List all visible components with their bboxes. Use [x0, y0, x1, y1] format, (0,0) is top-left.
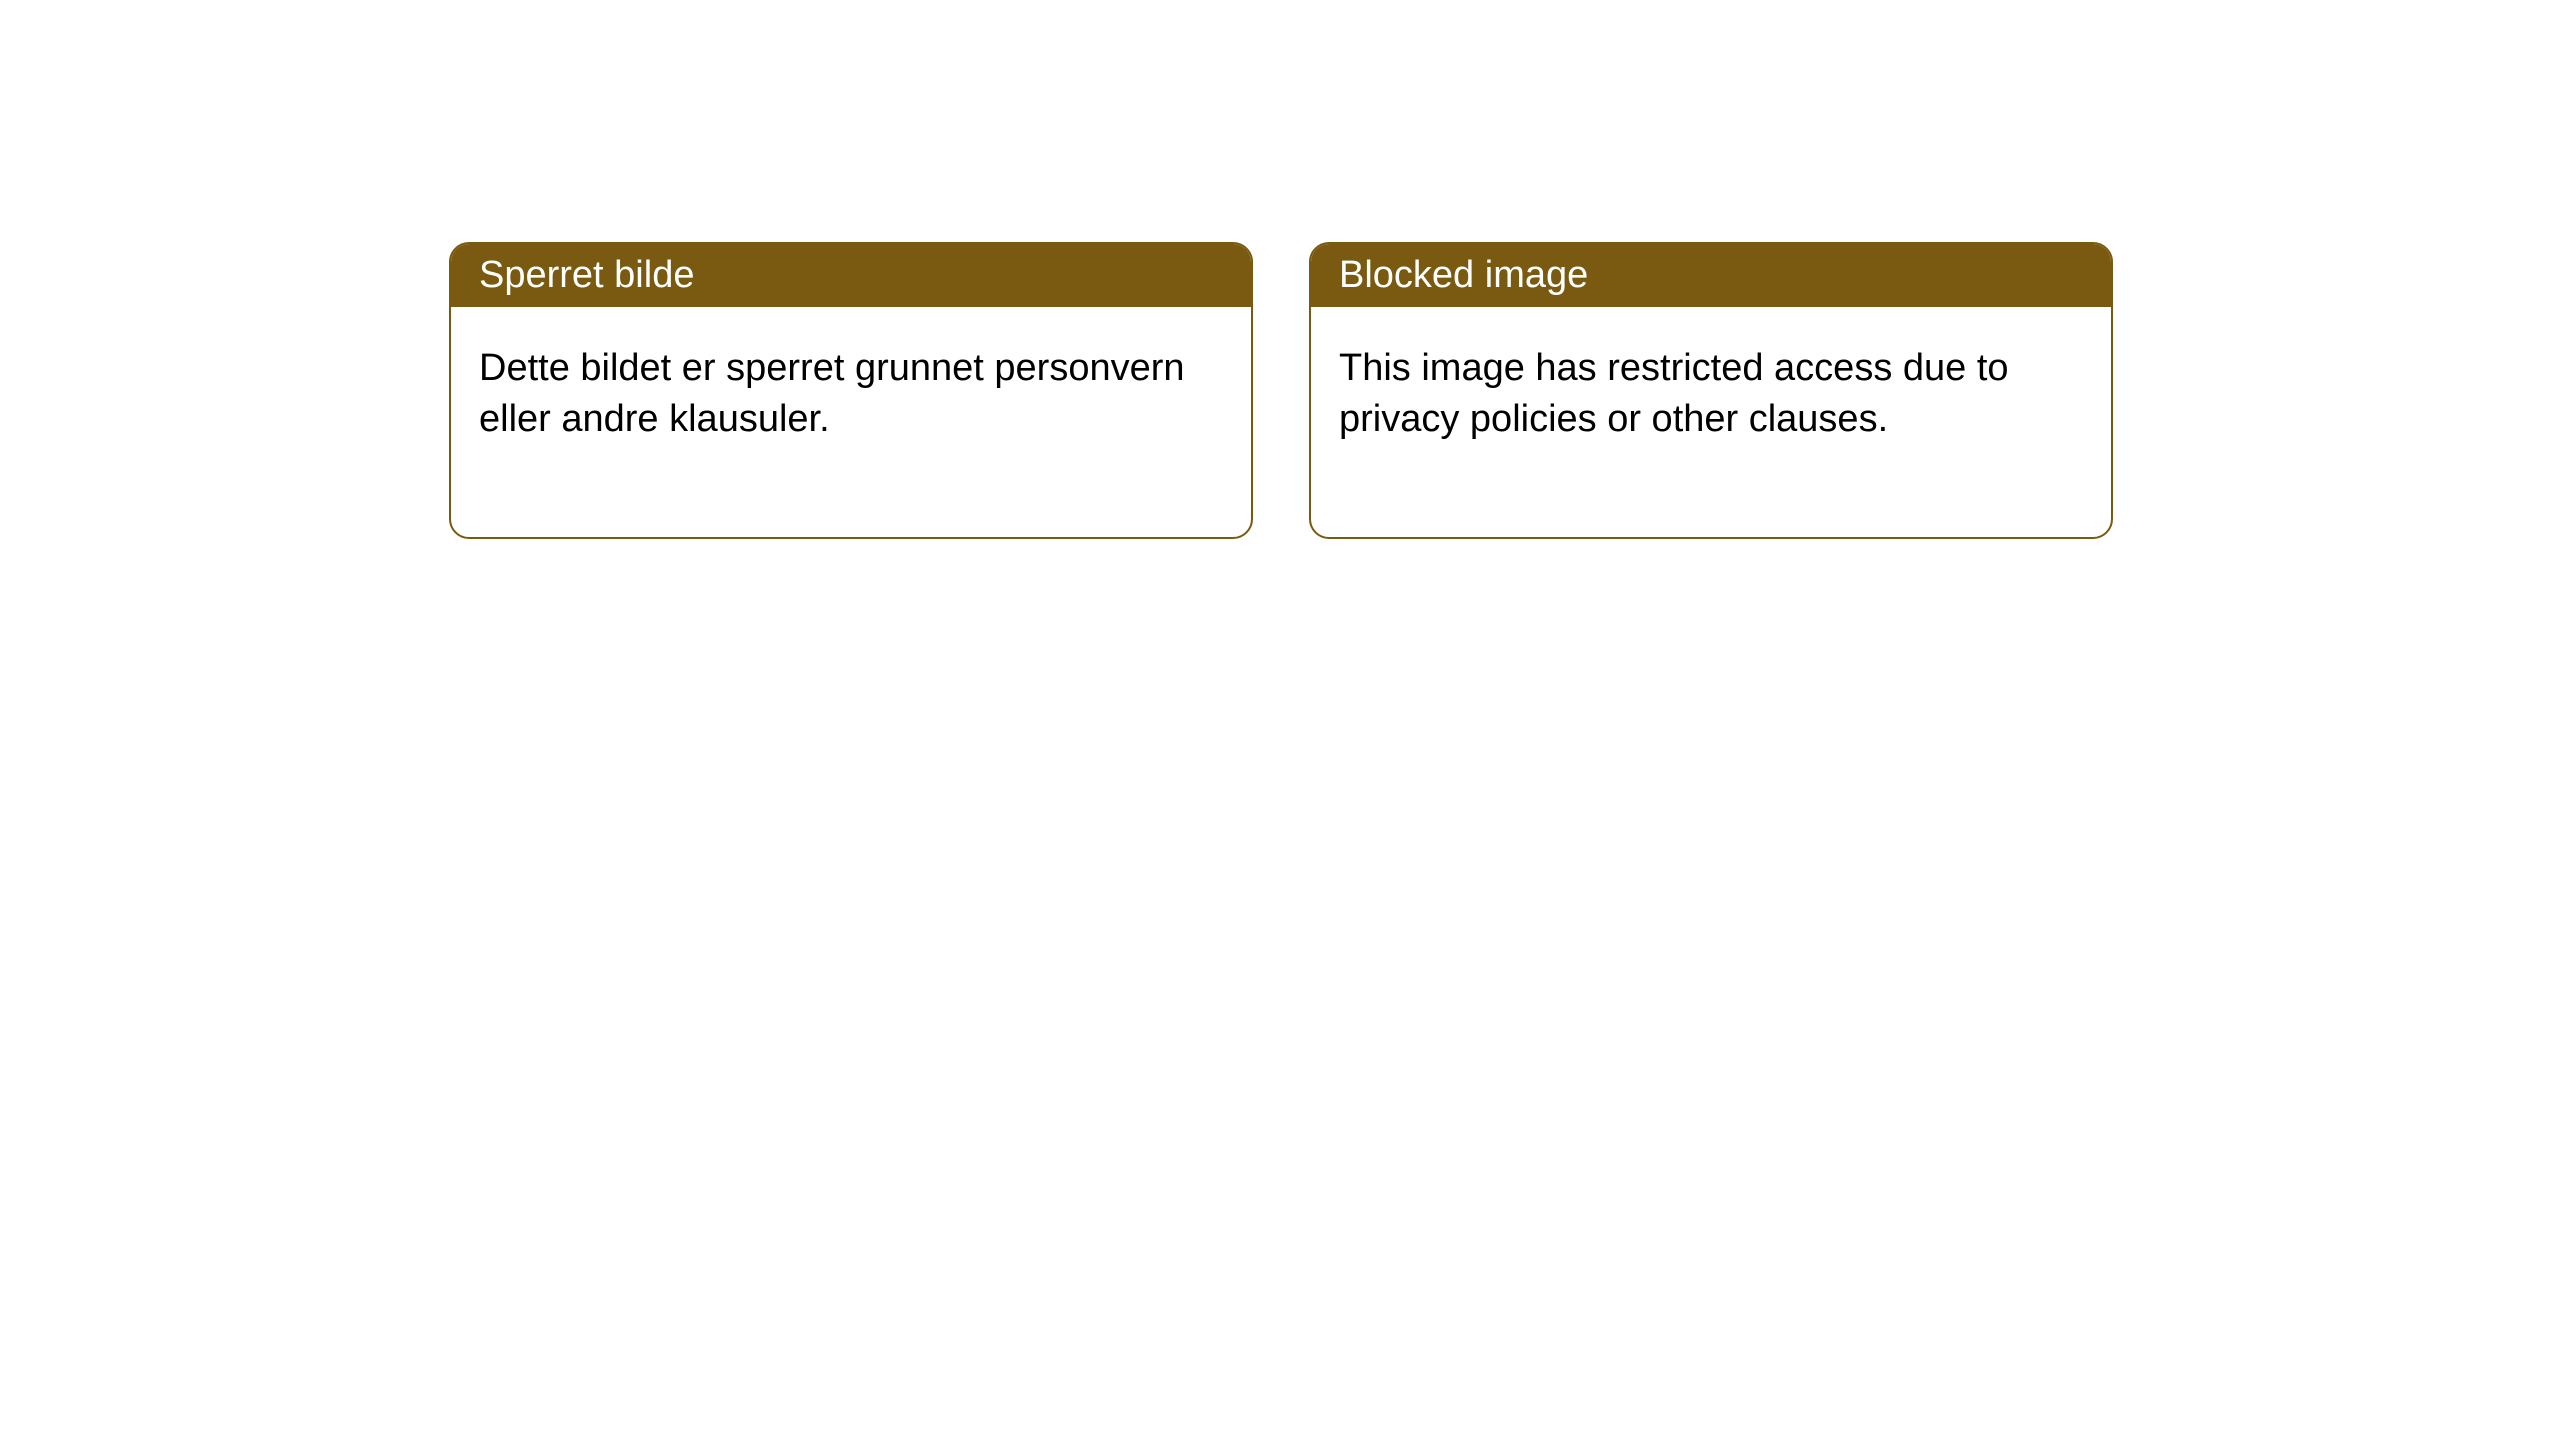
card-body-text: This image has restricted access due to … [1339, 347, 2009, 440]
blocked-image-card-no: Sperret bilde Dette bildet er sperret gr… [449, 242, 1253, 539]
blocked-image-card-en: Blocked image This image has restricted … [1309, 242, 2113, 539]
card-title: Blocked image [1339, 254, 1588, 296]
card-body: Dette bildet er sperret grunnet personve… [451, 307, 1251, 537]
card-body-text: Dette bildet er sperret grunnet personve… [479, 347, 1185, 440]
card-header: Sperret bilde [451, 244, 1251, 307]
card-title: Sperret bilde [479, 254, 694, 296]
notice-container: Sperret bilde Dette bildet er sperret gr… [449, 242, 2113, 539]
card-body: This image has restricted access due to … [1311, 307, 2111, 537]
card-header: Blocked image [1311, 244, 2111, 307]
